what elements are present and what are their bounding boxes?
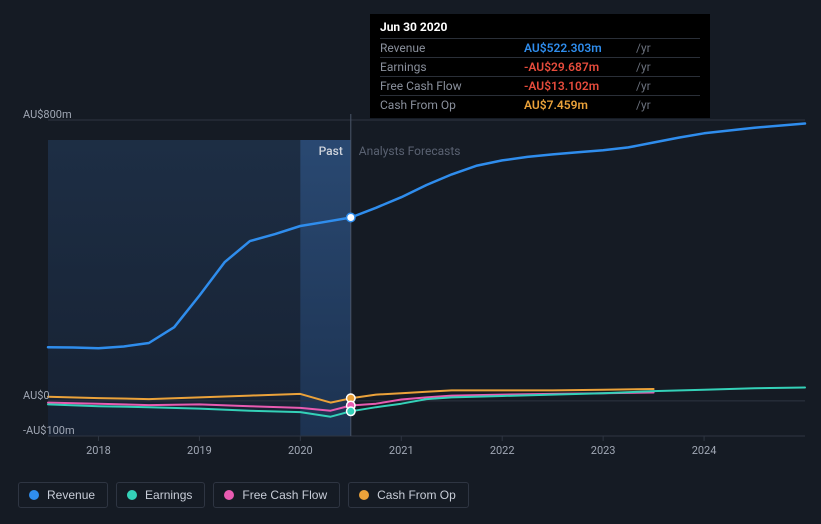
- legend-item-cash_from_op[interactable]: Cash From Op: [348, 482, 469, 508]
- x-axis-label: 2023: [591, 444, 616, 457]
- x-axis-label: 2022: [490, 444, 515, 457]
- legend-dot-icon: [224, 490, 234, 500]
- financials-chart: Past Analysts Forecasts AU$800m AU$0 -AU$1…: [0, 0, 821, 524]
- past-label: Past: [319, 144, 343, 158]
- y-axis-label: AU$800m: [23, 108, 72, 121]
- y-axis-label: -AU$100m: [23, 424, 75, 437]
- tooltip-row-label: Earnings: [380, 58, 524, 77]
- x-axis-label: 2020: [288, 444, 313, 457]
- tooltip-row-label: Free Cash Flow: [380, 77, 524, 96]
- tooltip-row-unit: /yr: [636, 58, 700, 77]
- tooltip-row-unit: /yr: [636, 77, 700, 96]
- tooltip-row-label: Cash From Op: [380, 96, 524, 115]
- x-axis-label: 2018: [86, 444, 111, 457]
- legend-item-revenue[interactable]: Revenue: [18, 482, 108, 508]
- x-axis-label: 2021: [389, 444, 414, 457]
- tooltip-row: RevenueAU$522.303m/yr: [380, 39, 700, 58]
- tooltip-row-value: -AU$13.102m: [524, 77, 636, 96]
- tooltip-row: Earnings-AU$29.687m/yr: [380, 58, 700, 77]
- tooltip-row: Cash From OpAU$7.459m/yr: [380, 96, 700, 115]
- x-axis-label: 2019: [187, 444, 212, 457]
- y-axis-label: AU$0: [23, 389, 50, 402]
- legend-dot-icon: [359, 490, 369, 500]
- tooltip-row-unit: /yr: [636, 96, 700, 115]
- tooltip-row-value: -AU$29.687m: [524, 58, 636, 77]
- legend-label: Free Cash Flow: [242, 488, 327, 502]
- legend-item-free_cash_flow[interactable]: Free Cash Flow: [213, 482, 340, 508]
- tooltip: Jun 30 2020 RevenueAU$522.303m/yrEarning…: [370, 14, 710, 118]
- tooltip-row-label: Revenue: [380, 39, 524, 58]
- tooltip-row-unit: /yr: [636, 39, 700, 58]
- forecast-label: Analysts Forecasts: [359, 144, 461, 158]
- tooltip-table: RevenueAU$522.303m/yrEarnings-AU$29.687m…: [380, 38, 700, 114]
- tooltip-date: Jun 30 2020: [380, 20, 700, 38]
- legend-label: Earnings: [145, 488, 192, 502]
- x-axis-label: 2024: [692, 444, 717, 457]
- legend: Revenue Earnings Free Cash Flow Cash From O…: [18, 482, 469, 508]
- legend-item-earnings[interactable]: Earnings: [116, 482, 205, 508]
- tooltip-row-value: AU$7.459m: [524, 96, 636, 115]
- tooltip-row-value: AU$522.303m: [524, 39, 636, 58]
- legend-label: Revenue: [47, 488, 95, 502]
- legend-dot-icon: [29, 490, 39, 500]
- tooltip-row: Free Cash Flow-AU$13.102m/yr: [380, 77, 700, 96]
- legend-dot-icon: [127, 490, 137, 500]
- legend-label: Cash From Op: [377, 488, 456, 502]
